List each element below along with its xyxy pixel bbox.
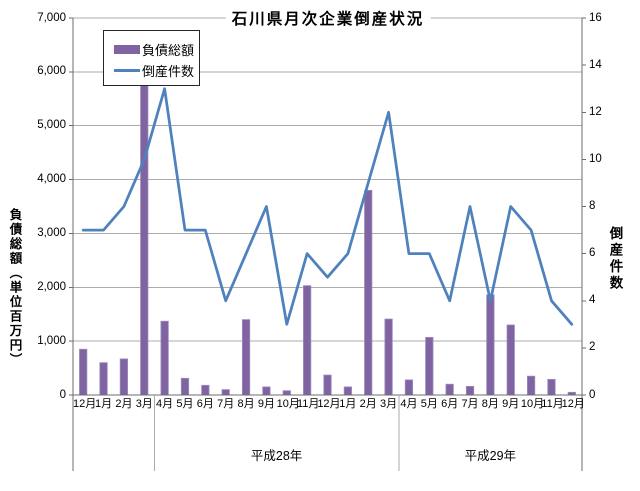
month-label-1: 1月: [94, 398, 113, 410]
bar-11月-11: [303, 285, 312, 396]
month-label-2: 2月: [115, 398, 133, 410]
left-axis-tick-label-2,000: 2,000: [37, 280, 66, 293]
legend-label-debt: 負債総額: [142, 43, 195, 58]
left-axis-tick-label-1,000: 1,000: [37, 334, 66, 347]
bar-3月-3: [140, 82, 149, 396]
bar-2月-14: [364, 189, 373, 396]
month-label-23: 11月: [541, 398, 564, 410]
left-axis-tick-label-4,000: 4,000: [37, 173, 66, 186]
month-label-6: 6月: [196, 398, 214, 410]
bar-10月-22: [527, 375, 536, 396]
line-swatch: [114, 68, 140, 73]
month-label-3: 3月: [135, 398, 153, 410]
left-axis-tick-label-6,000: 6,000: [37, 65, 66, 78]
bar-11月-23: [547, 378, 556, 396]
bar-7月-7: [221, 389, 230, 396]
right-axis-tick-label-14: 14: [589, 58, 602, 71]
right-axis-tick-label-8: 8: [589, 200, 596, 212]
bar-swatch: [114, 45, 140, 54]
month-label-7: 7月: [217, 398, 235, 410]
month-label-16: 4月: [400, 398, 418, 410]
bar-12月-0: [79, 348, 88, 396]
month-label-11: 11月: [296, 398, 320, 410]
left-axis-tick-label-5,000: 5,000: [37, 119, 66, 132]
month-label-14: 2月: [359, 398, 377, 410]
right-axis-tick-label-16: 16: [589, 11, 602, 24]
bar-8月-8: [241, 319, 251, 396]
month-label-12: 12月: [317, 398, 341, 410]
legend-item-cases: 倒産件数: [114, 60, 199, 81]
left-axis-tick-label-3,000: 3,000: [37, 226, 66, 239]
bar-10月-10: [282, 390, 291, 396]
left-axis-title: 負債総額（単位百万円）: [7, 208, 22, 368]
bar-5月-5: [180, 377, 190, 396]
bar-4月-16: [404, 379, 414, 396]
right-axis-tick-label-10: 10: [589, 152, 602, 165]
month-label-5: 5月: [176, 398, 194, 410]
month-label-17: 5月: [420, 398, 438, 410]
month-label-8: 8月: [237, 398, 255, 410]
month-label-20: 8月: [481, 398, 499, 410]
bar-6月-6: [201, 384, 210, 396]
chart-legend: 負債総額 倒産件数: [103, 30, 200, 86]
bar-12月-12: [323, 374, 332, 396]
month-label-9: 9月: [257, 398, 275, 410]
month-label-22: 10月: [520, 398, 545, 410]
legend-label-cases: 倒産件数: [142, 64, 195, 79]
month-label-13: 1月: [339, 398, 357, 410]
bar-8月-20: [486, 294, 495, 396]
right-axis-tick-label-12: 12: [589, 105, 602, 118]
legend-item-debt: 負債総額: [114, 39, 199, 60]
bar-9月-21: [506, 324, 515, 396]
bar-2月-2: [119, 358, 128, 396]
bar-3月-15: [384, 318, 393, 396]
left-axis-tick-label-7,000: 7,000: [37, 11, 66, 24]
left-axis-tick-label-0: 0: [59, 388, 66, 401]
bar-9月-9: [262, 386, 271, 396]
right-axis-tick-label-0: 0: [589, 388, 596, 401]
bar-4月-4: [160, 320, 169, 396]
month-label-15: 3月: [380, 398, 398, 410]
month-label-18: 6月: [441, 398, 459, 410]
month-label-10: 10月: [276, 398, 300, 410]
month-label-4: 4月: [156, 398, 174, 410]
month-label-19: 7月: [461, 398, 479, 410]
month-label-21: 9月: [502, 398, 520, 410]
bar-6月-18: [445, 383, 454, 396]
chart-title: 石川県月次企業倒産状況: [225, 11, 431, 28]
right-axis-title: 倒産件数: [607, 226, 623, 292]
bar-1月-1: [99, 362, 108, 396]
right-axis-tick-label-4: 4: [589, 294, 596, 307]
month-label-24: 12月: [561, 398, 585, 410]
right-axis-tick-label-6: 6: [589, 247, 596, 260]
month-label-0: 12月: [73, 398, 97, 410]
year-label-2: 平成29年: [464, 449, 517, 463]
year-label-1: 平成28年: [250, 449, 303, 463]
bar-7月-19: [465, 385, 475, 396]
bar-1月-13: [343, 386, 352, 396]
bar-5月-17: [425, 336, 434, 396]
line-series-cases: [81, 87, 574, 326]
right-axis-tick-label-2: 2: [589, 341, 596, 354]
